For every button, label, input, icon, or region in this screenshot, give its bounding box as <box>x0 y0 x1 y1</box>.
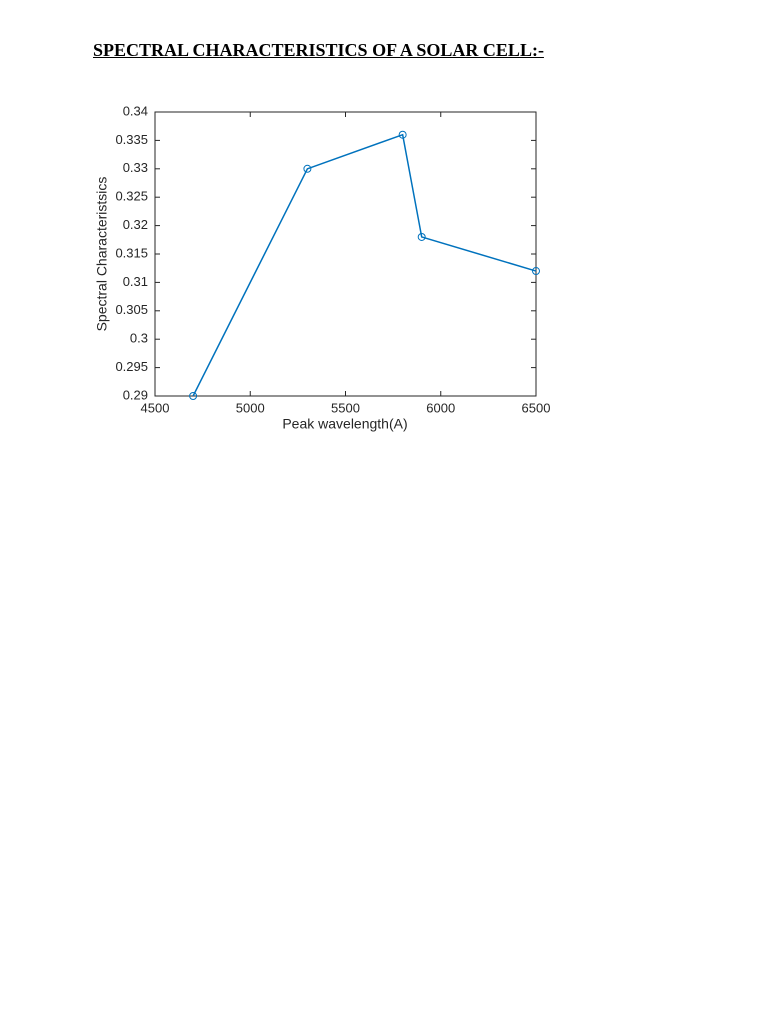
y-tick-label: 0.32 <box>123 217 148 232</box>
x-tick-label: 6000 <box>426 400 455 415</box>
x-tick-label: 5500 <box>331 400 360 415</box>
y-tick-label: 0.295 <box>115 359 148 374</box>
y-tick-label: 0.315 <box>115 245 148 260</box>
y-tick-label: 0.3 <box>130 331 148 346</box>
y-tick-label: 0.31 <box>123 274 148 289</box>
data-line <box>192 133 537 397</box>
y-tick-label: 0.305 <box>115 302 148 317</box>
heading: SPECTRAL CHARACTERISTICS OF A SOLAR CELL… <box>93 40 544 60</box>
data-point <box>303 164 312 173</box>
y-tick-label: 0.325 <box>115 189 148 204</box>
x-axis-label: Peak wavelength(A) <box>282 416 407 432</box>
plot-box <box>154 111 537 397</box>
data-point <box>398 130 407 139</box>
data-point <box>189 392 198 400</box>
y-tick-label: 0.34 <box>123 103 148 118</box>
data-point <box>417 232 426 241</box>
x-tick-label: 4500 <box>141 400 170 415</box>
x-tick-label: 6500 <box>522 400 551 415</box>
x-tick-label: 5000 <box>236 400 265 415</box>
y-tick-label: 0.29 <box>123 387 148 402</box>
data-point <box>532 267 540 276</box>
y-tick-label: 0.33 <box>123 160 148 175</box>
y-axis-label: Spectral Characteristsics <box>94 177 110 332</box>
y-tick-label: 0.335 <box>115 132 148 147</box>
